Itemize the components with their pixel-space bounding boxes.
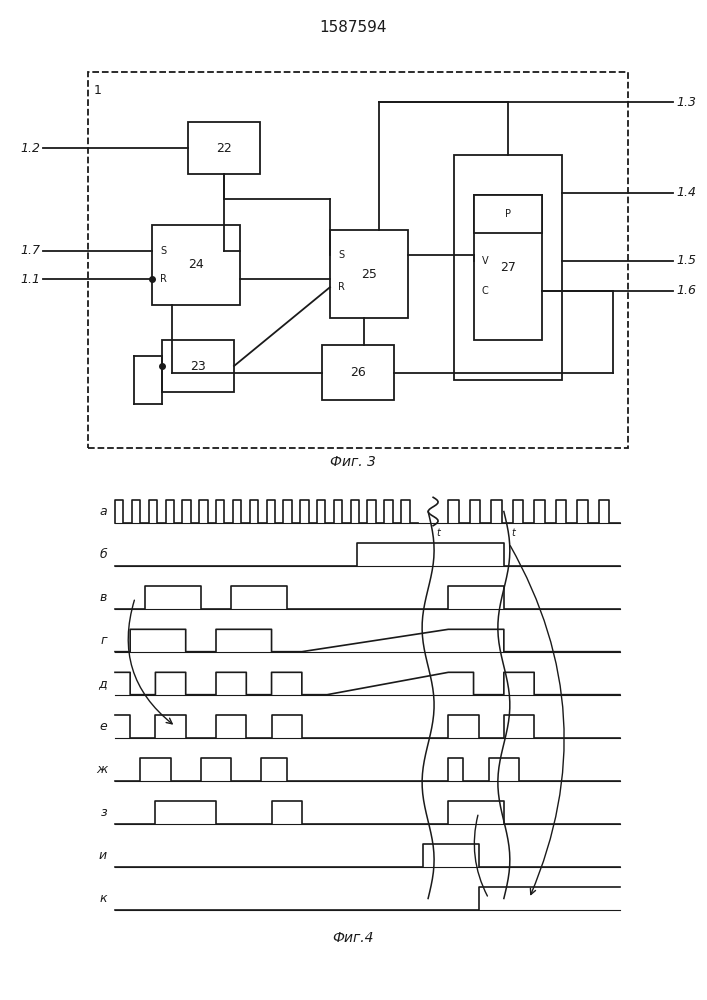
- Bar: [474, 195, 542, 233]
- Text: R: R: [338, 282, 345, 292]
- Text: д: д: [98, 677, 107, 690]
- Text: б: б: [99, 548, 107, 561]
- Bar: [474, 195, 542, 340]
- Text: S: S: [338, 250, 344, 260]
- Text: 25: 25: [361, 267, 377, 280]
- Text: 26: 26: [350, 366, 366, 379]
- Text: г: г: [100, 634, 107, 647]
- Text: з: з: [100, 806, 107, 819]
- Text: Фиг.4: Фиг.4: [332, 931, 374, 945]
- Text: S: S: [160, 246, 166, 256]
- Bar: [188, 122, 260, 174]
- Text: 24: 24: [188, 258, 204, 271]
- Text: 1.2: 1.2: [20, 141, 40, 154]
- Text: 23: 23: [190, 360, 206, 372]
- Text: 1.4: 1.4: [676, 186, 696, 200]
- Text: Фиг. 3: Фиг. 3: [330, 455, 376, 469]
- Text: 22: 22: [216, 141, 232, 154]
- Text: t: t: [512, 528, 515, 538]
- Text: ж: ж: [95, 763, 107, 776]
- Text: C: C: [482, 286, 489, 296]
- Text: V: V: [482, 256, 489, 266]
- Text: t: t: [436, 528, 440, 538]
- Text: 1.6: 1.6: [676, 284, 696, 298]
- Bar: [454, 155, 562, 380]
- Text: к: к: [100, 892, 107, 905]
- Bar: [88, 72, 628, 448]
- Text: 1.7: 1.7: [20, 244, 40, 257]
- Bar: [162, 340, 234, 392]
- Text: P: P: [505, 209, 511, 219]
- Text: 1: 1: [94, 84, 102, 97]
- Text: и: и: [99, 849, 107, 862]
- Bar: [330, 230, 408, 318]
- Text: R: R: [160, 274, 167, 284]
- Text: 27: 27: [500, 261, 516, 274]
- Bar: [322, 345, 394, 400]
- Text: а: а: [100, 505, 107, 518]
- Text: 1.1: 1.1: [20, 273, 40, 286]
- Bar: [152, 225, 240, 305]
- Text: е: е: [99, 720, 107, 733]
- Text: 1587594: 1587594: [320, 20, 387, 35]
- Text: 1.5: 1.5: [676, 254, 696, 267]
- Text: в: в: [100, 591, 107, 604]
- Text: 1.3: 1.3: [676, 96, 696, 108]
